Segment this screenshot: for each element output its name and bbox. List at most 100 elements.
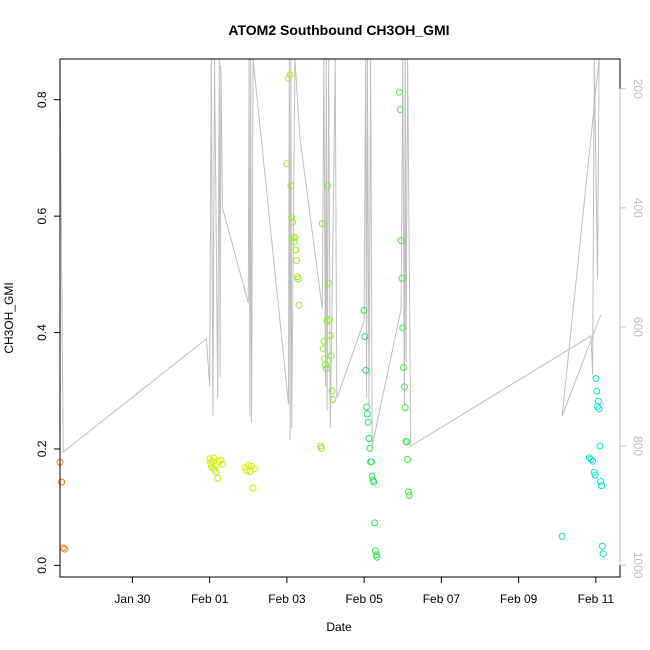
y-axis-label: CH3OH_GMI — [2, 282, 16, 353]
data-point — [360, 306, 368, 314]
y-tick-label: 0.4 — [35, 324, 49, 341]
data-point — [287, 182, 295, 190]
x-tick-label: Feb 11 — [578, 592, 615, 606]
y-axis: 0.0 0.2 0.4 0.6 0.8 — [35, 91, 61, 574]
data-point — [328, 387, 336, 395]
data-point — [326, 316, 333, 324]
data-point — [329, 396, 337, 403]
data-point — [318, 220, 326, 228]
data-point — [597, 478, 605, 485]
data-point — [368, 472, 376, 480]
data-point — [365, 435, 373, 442]
data-point — [289, 234, 297, 242]
data-point — [288, 213, 296, 221]
data-point — [249, 484, 257, 492]
series-2 — [206, 454, 226, 482]
data-point — [404, 488, 412, 496]
data-point — [399, 324, 407, 332]
data-point — [324, 182, 332, 190]
data-point — [327, 352, 335, 360]
data-point — [371, 519, 379, 527]
data-point — [400, 364, 408, 371]
data-point — [366, 444, 374, 452]
x-tick-label: Feb 07 — [423, 592, 461, 606]
data-point — [285, 74, 292, 82]
right-tick-label: 200 — [631, 79, 645, 99]
data-point — [587, 455, 595, 463]
data-point — [322, 365, 330, 373]
data-point — [363, 403, 371, 411]
data-point — [401, 404, 409, 412]
data-point — [325, 279, 333, 287]
series-8 — [558, 532, 566, 540]
data-point — [286, 71, 294, 79]
data-point — [361, 333, 369, 341]
series-6 — [360, 306, 381, 561]
data-point — [326, 332, 334, 339]
series-1 — [56, 458, 69, 553]
data-point — [396, 106, 404, 114]
x-tick-label: Feb 09 — [500, 592, 538, 606]
data-point — [373, 553, 381, 561]
x-tick-label: Jan 30 — [114, 592, 150, 606]
data-point — [405, 492, 413, 499]
data-point — [295, 301, 303, 309]
data-point — [217, 456, 225, 464]
data-point — [404, 455, 412, 463]
altitude-trace — [59, 58, 602, 454]
data-point — [362, 366, 370, 374]
data-point — [599, 550, 607, 558]
data-point — [290, 238, 298, 246]
y-tick-label: 0.0 — [35, 557, 49, 574]
data-point — [319, 345, 327, 353]
right-tick-label: 400 — [631, 198, 645, 218]
data-point — [594, 397, 602, 405]
data-point — [244, 461, 252, 469]
data-point — [219, 460, 226, 468]
data-point — [400, 383, 408, 391]
y-tick-label: 0.6 — [35, 207, 49, 224]
data-point — [595, 405, 603, 413]
data-point — [596, 442, 604, 450]
series-9 — [585, 375, 607, 558]
series-4 — [283, 71, 303, 309]
right-tick-label: 600 — [631, 317, 645, 337]
data-point — [320, 337, 328, 345]
data-point — [370, 478, 378, 486]
data-point — [210, 454, 218, 462]
data-point — [251, 465, 259, 473]
right-tick-label: 1000 — [631, 552, 645, 579]
y-tick-label: 0.8 — [35, 91, 49, 108]
data-point — [367, 458, 375, 466]
x-tick-label: Feb 05 — [345, 592, 383, 606]
data-point — [592, 375, 600, 382]
right-tick-label: 800 — [631, 436, 645, 456]
data-point — [591, 471, 599, 479]
data-point — [402, 437, 410, 445]
altitude-line — [59, 58, 602, 454]
data-point — [558, 532, 566, 540]
x-tick-label: Feb 03 — [268, 592, 306, 606]
data-point — [598, 542, 606, 550]
data-point — [283, 160, 291, 168]
data-point — [590, 468, 598, 476]
data-point — [291, 233, 299, 241]
data-point — [322, 361, 329, 369]
right-y-axis: 200 400 600 800 1000 — [619, 79, 645, 579]
y-tick-label: 0.2 — [35, 440, 49, 457]
data-point — [364, 418, 372, 426]
series-3 — [241, 461, 259, 492]
chart-title: ATOM2 Southbound CH3OH_GMI — [228, 22, 449, 38]
data-point — [61, 545, 69, 553]
series-5 — [317, 182, 337, 452]
data-point — [398, 274, 406, 282]
data-point — [598, 482, 605, 490]
x-tick-label: Feb 01 — [191, 592, 229, 606]
data-point — [289, 218, 296, 226]
data-point — [371, 547, 379, 555]
data-point — [318, 444, 325, 452]
data-point — [396, 88, 403, 96]
data-point — [292, 246, 300, 254]
x-axis: Jan 30 Feb 01 Feb 03 Feb 05 Feb 07 Feb 09 Feb … — [114, 576, 615, 606]
